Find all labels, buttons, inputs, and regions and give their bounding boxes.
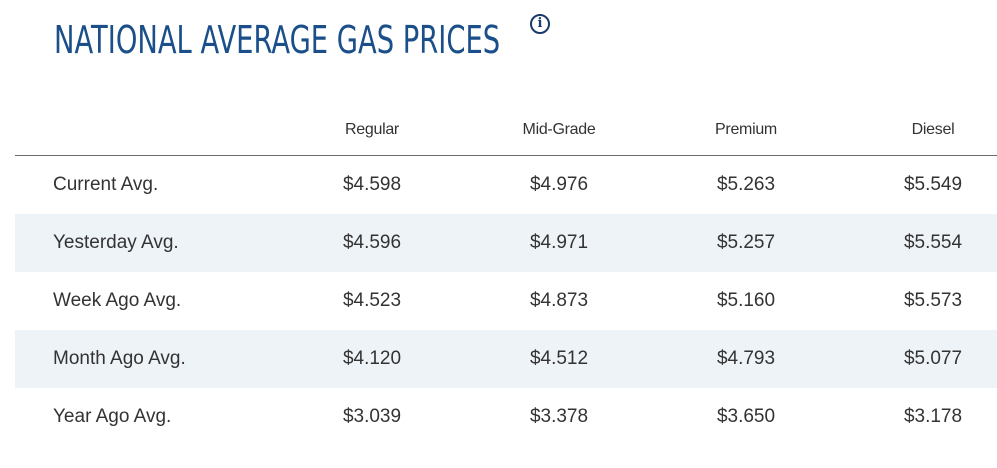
price-regular: $4.598: [342, 174, 402, 195]
gas-prices-table: Regular Mid-Grade Premium Diesel Current…: [15, 110, 997, 446]
row-label: Week Ago Avg.: [53, 290, 182, 311]
price-diesel: $5.077: [903, 348, 963, 369]
table-row-yesterday: Yesterday Avg. $4.596 $4.971 $5.257 $5.5…: [15, 214, 997, 272]
info-icon[interactable]: i: [530, 14, 550, 34]
header-mid-grade: Mid-Grade: [522, 121, 596, 138]
row-label: Year Ago Avg.: [53, 406, 172, 427]
price-premium: $3.650: [716, 406, 776, 427]
price-mid-grade: $4.971: [529, 232, 589, 253]
price-mid-grade: $4.976: [529, 174, 589, 195]
table-row-current: Current Avg. $4.598 $4.976 $5.263 $5.549: [15, 156, 997, 214]
price-regular: $4.120: [342, 348, 402, 369]
table-row-month-ago: Month Ago Avg. $4.120 $4.512 $4.793 $5.0…: [15, 330, 997, 388]
price-regular: $3.039: [342, 406, 402, 427]
table-row-year-ago: Year Ago Avg. $3.039 $3.378 $3.650 $3.17…: [15, 388, 997, 446]
price-mid-grade: $4.873: [529, 290, 589, 311]
table-row-week-ago: Week Ago Avg. $4.523 $4.873 $5.160 $5.57…: [15, 272, 997, 330]
price-premium: $5.257: [716, 232, 776, 253]
header-regular: Regular: [345, 121, 399, 138]
price-regular: $4.596: [342, 232, 402, 253]
price-premium: $5.160: [716, 290, 776, 311]
price-regular: $4.523: [342, 290, 402, 311]
page-title: NATIONAL AVERAGE GAS PRICES: [54, 18, 501, 62]
price-diesel: $5.554: [903, 232, 963, 253]
price-diesel: $5.573: [903, 290, 963, 311]
price-diesel: $3.178: [903, 406, 963, 427]
row-label: Current Avg.: [53, 174, 159, 195]
price-mid-grade: $4.512: [529, 348, 589, 369]
price-premium: $4.793: [716, 348, 776, 369]
row-label: Month Ago Avg.: [53, 348, 186, 369]
row-label: Yesterday Avg.: [53, 232, 179, 253]
price-diesel: $5.549: [903, 174, 963, 195]
header-diesel: Diesel: [911, 121, 955, 138]
header-premium: Premium: [715, 121, 777, 138]
price-premium: $5.263: [716, 174, 776, 195]
price-mid-grade: $3.378: [529, 406, 589, 427]
table-header-row: Regular Mid-Grade Premium Diesel: [15, 110, 997, 156]
